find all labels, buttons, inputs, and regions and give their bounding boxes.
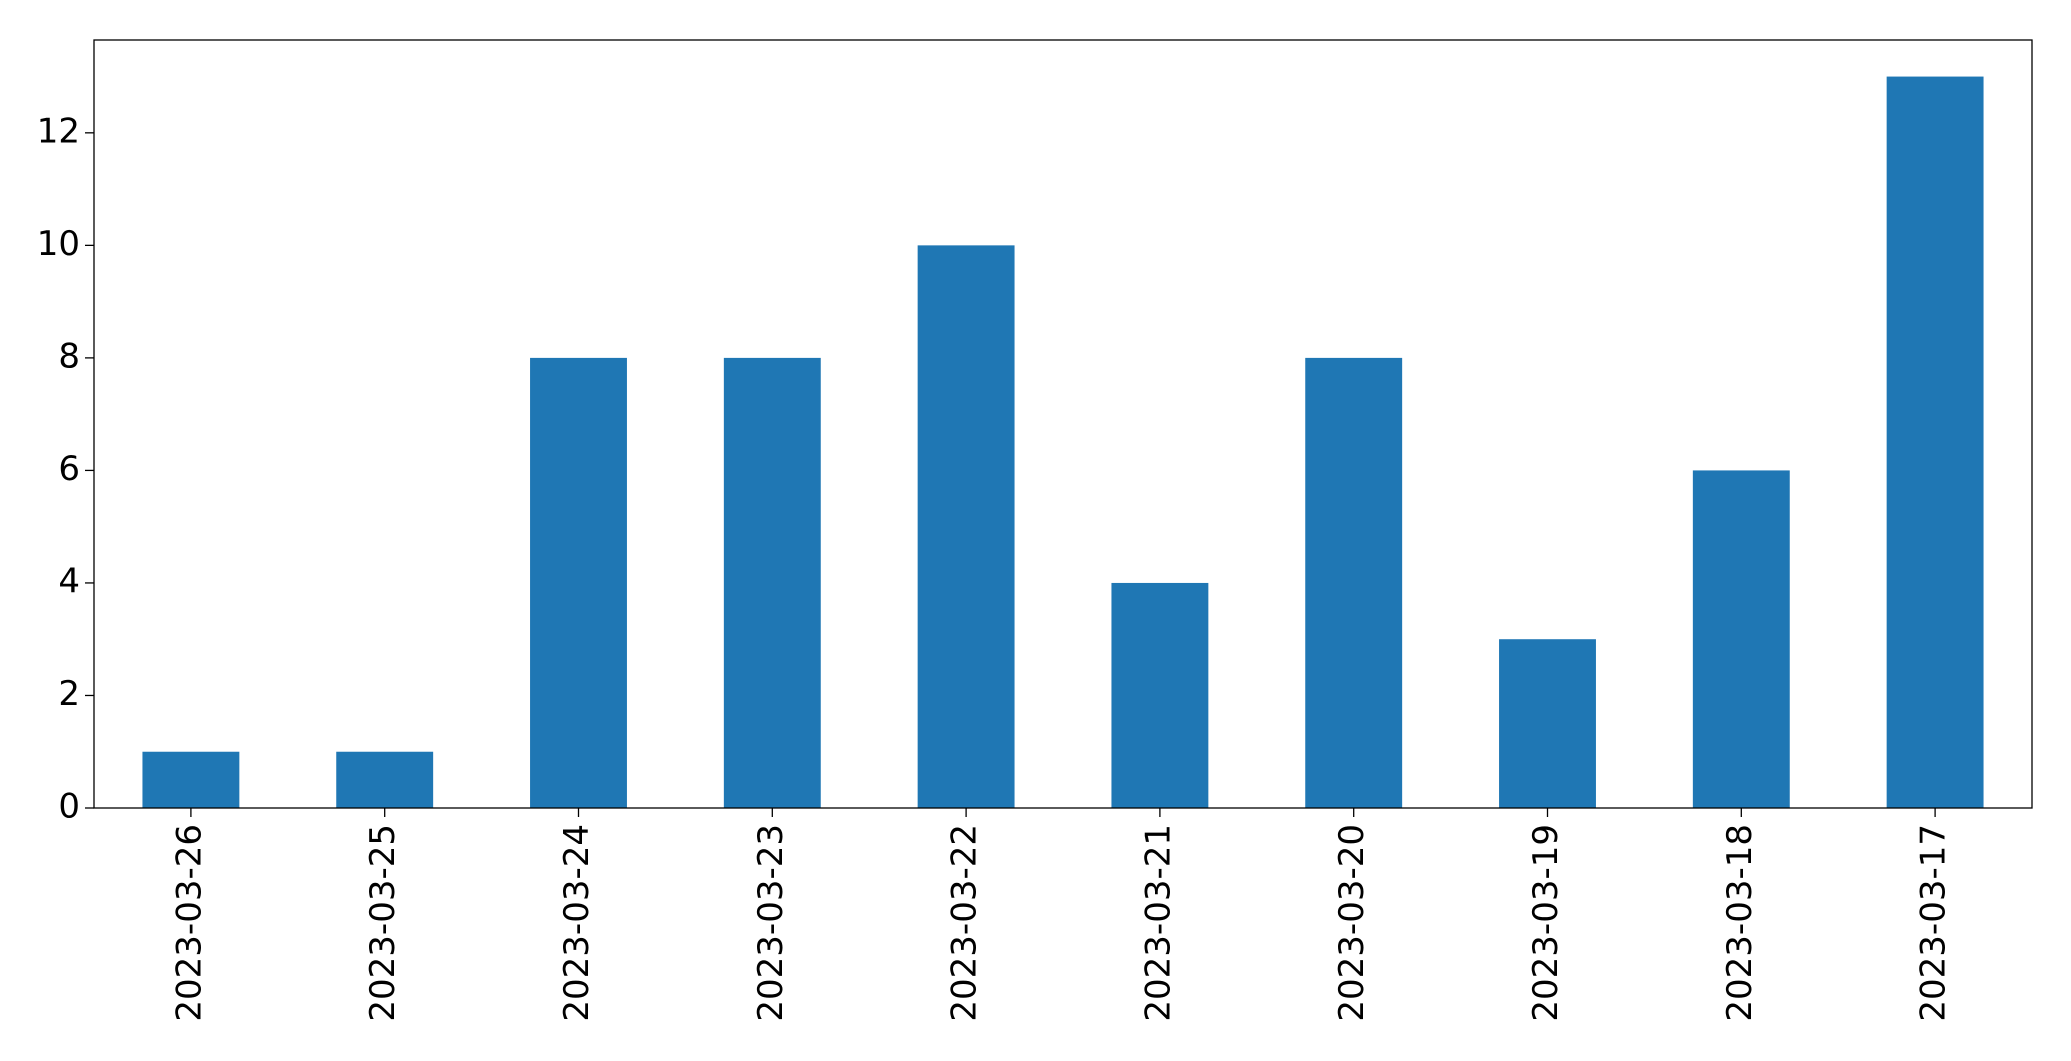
x-tick-label: 2023-03-21: [1138, 824, 1178, 1022]
y-tick-label: 8: [58, 336, 80, 376]
plot-frame: [93, 39, 2033, 809]
bar: [1692, 470, 1790, 808]
y-tick-label: 12: [37, 111, 80, 151]
x-tick-label: 2023-03-26: [169, 824, 209, 1022]
y-tick-label: 10: [37, 224, 80, 264]
bar: [917, 245, 1015, 808]
bar: [1305, 357, 1403, 808]
y-tick-label: 0: [58, 787, 80, 827]
bar: [1111, 582, 1209, 808]
x-tick-label: 2023-03-20: [1332, 824, 1372, 1022]
bar: [1499, 639, 1596, 808]
bar: [142, 751, 240, 808]
x-tick-label: 2023-03-25: [363, 824, 403, 1022]
x-tick-label: 2023-03-19: [1526, 824, 1566, 1022]
bar: [723, 357, 821, 808]
bar: [1886, 76, 1984, 809]
y-tick-label: 4: [58, 561, 80, 601]
x-tick-label: 2023-03-24: [557, 824, 597, 1022]
x-tick-label: 2023-03-22: [945, 824, 985, 1022]
x-tick-label: 2023-03-18: [1720, 824, 1760, 1022]
y-tick-label: 6: [58, 449, 80, 489]
y-tick-label: 2: [58, 674, 80, 714]
bar: [530, 357, 627, 808]
x-tick-label: 2023-03-23: [751, 824, 791, 1022]
bar: [336, 751, 434, 808]
x-tick-label: 2023-03-17: [1914, 824, 1954, 1022]
